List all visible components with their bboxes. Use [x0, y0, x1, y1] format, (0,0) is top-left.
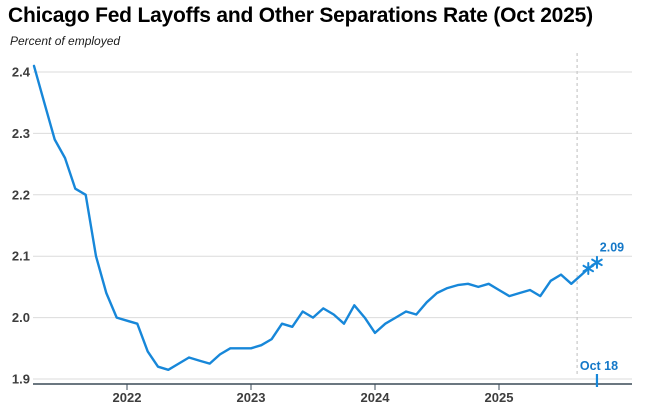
chart-subtitle: Percent of employed — [10, 34, 121, 48]
y-tick-label: 2.0 — [12, 310, 30, 325]
x-tick-label: 2022 — [113, 390, 142, 405]
page-title: Chicago Fed Layoffs and Other Separation… — [8, 4, 593, 27]
x-tick-label: 2023 — [237, 390, 266, 405]
last-value-label: 2.09 — [600, 240, 624, 254]
asterisk-marker — [591, 255, 603, 269]
date-marker-label: Oct 18 — [580, 359, 618, 373]
asterisk-stroke — [591, 258, 603, 267]
asterisk-marker — [582, 261, 595, 275]
y-tick-label: 1.9 — [12, 372, 30, 387]
y-tick-label: 2.4 — [12, 65, 31, 80]
x-tick-label: 2024 — [361, 390, 391, 405]
y-tick-label: 2.3 — [12, 126, 30, 141]
x-tick-label: 2025 — [485, 390, 514, 405]
y-tick-label: 2.2 — [12, 187, 30, 202]
asterisk-stroke — [582, 264, 595, 273]
series-line — [32, 64, 599, 371]
y-tick-label: 2.1 — [12, 249, 30, 264]
